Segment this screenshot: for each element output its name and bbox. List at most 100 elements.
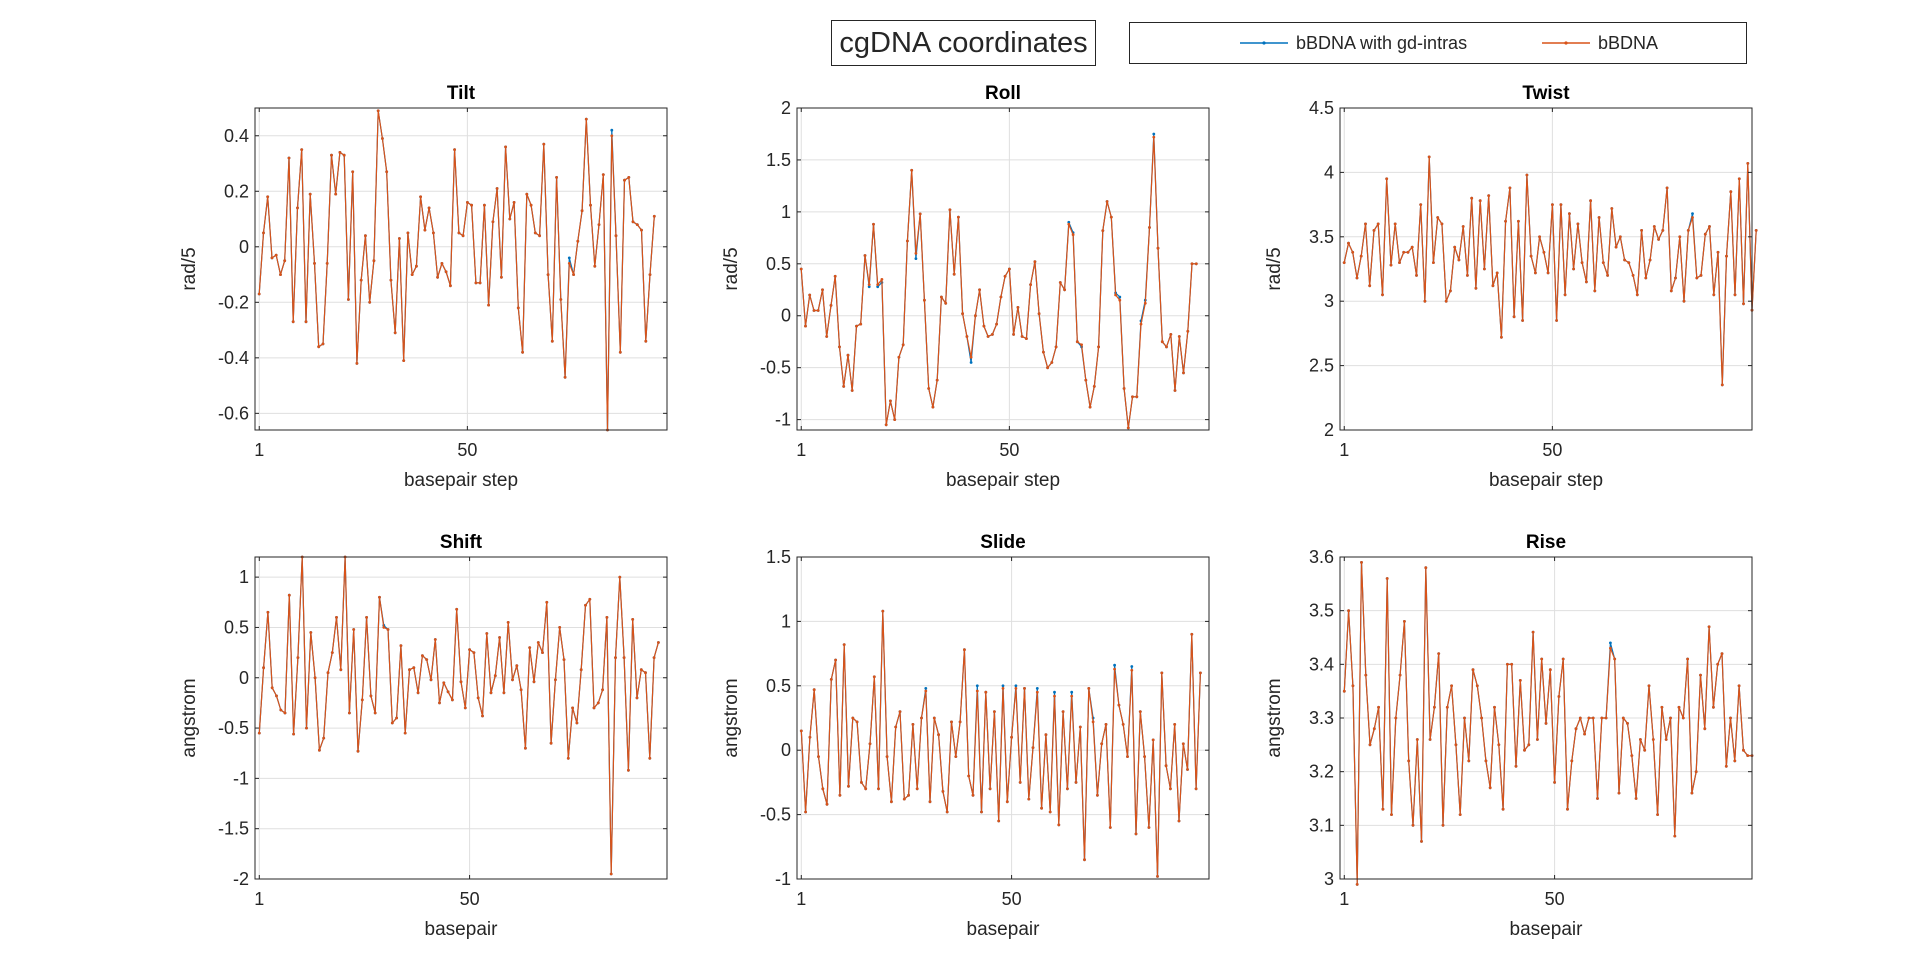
data-point (335, 616, 338, 619)
data-point (1463, 716, 1466, 720)
data-point (1143, 755, 1146, 758)
data-point (1609, 641, 1612, 645)
data-point (644, 671, 647, 675)
data-point (1014, 687, 1018, 690)
y-tick-label: 3.3 (1309, 708, 1334, 728)
data-point (421, 654, 424, 657)
data-point (1406, 250, 1410, 254)
data-point (1355, 276, 1359, 280)
legend-item-gd-intras[interactable]: bBDNA with gd-intras (1240, 23, 1467, 63)
data-point (1557, 695, 1561, 698)
data-point (829, 304, 833, 307)
data-point (459, 680, 463, 684)
data-point (834, 658, 837, 662)
x-tick-label: 50 (1002, 889, 1022, 909)
y-tick-label: 1 (781, 611, 791, 631)
data-point (1014, 684, 1018, 688)
data-point (838, 345, 841, 349)
data-point (1544, 722, 1548, 725)
data-point (1546, 271, 1550, 275)
data-point (1669, 289, 1673, 293)
data-point (1471, 668, 1475, 672)
x-axis-label: basepair step (1489, 470, 1603, 491)
y-tick-label: -0.5 (760, 358, 791, 378)
data-point (410, 273, 414, 276)
data-point (493, 674, 497, 678)
y-axis-label: angstrom (721, 678, 742, 757)
data-point (982, 324, 986, 328)
data-point (338, 151, 342, 154)
legend[interactable]: bBDNA with gd-intras bBDNA (1129, 22, 1747, 64)
x-tick-label: 1 (254, 440, 264, 460)
plot-area (797, 108, 1209, 430)
data-point (1070, 694, 1074, 698)
data-point (988, 787, 992, 791)
data-point (635, 696, 639, 700)
data-point (804, 810, 807, 814)
data-point (427, 206, 431, 210)
data-point (389, 278, 393, 282)
data-point (515, 664, 519, 668)
data-point (381, 137, 384, 140)
data-point (1669, 716, 1672, 720)
data-point (425, 658, 429, 661)
y-tick-label: -0.6 (218, 403, 249, 423)
data-point (931, 405, 935, 409)
plot-area (797, 557, 1209, 879)
data-point (1411, 823, 1415, 827)
data-point (1500, 335, 1503, 339)
data-point (1450, 684, 1453, 688)
data-point (504, 145, 507, 149)
figure-title: cgDNA coordinates (831, 20, 1096, 66)
data-point (1657, 238, 1660, 241)
data-point (451, 698, 454, 702)
data-point (1454, 743, 1458, 747)
data-point (579, 668, 583, 672)
data-point (455, 607, 459, 611)
data-point (296, 206, 299, 210)
legend-item-bbdna[interactable]: bBDNA (1542, 23, 1658, 63)
data-point (1372, 727, 1376, 731)
data-point (1601, 261, 1605, 264)
data-point (1377, 705, 1380, 709)
data-point (850, 389, 854, 392)
data-point (1568, 212, 1571, 216)
data-point (1518, 679, 1522, 682)
data-point (330, 153, 333, 157)
data-point (270, 256, 274, 260)
data-point (1194, 787, 1198, 791)
data-point (1360, 561, 1363, 564)
data-point (1682, 299, 1686, 303)
data-point (1703, 232, 1707, 236)
data-point (1538, 235, 1541, 239)
data-point (461, 234, 465, 238)
data-point (1504, 219, 1507, 223)
x-tick-label: 1 (1339, 889, 1349, 909)
data-point (1035, 690, 1039, 694)
data-point (550, 339, 554, 343)
data-point (1474, 286, 1478, 290)
data-point (610, 134, 614, 138)
data-point (592, 706, 596, 710)
data-point (1436, 216, 1440, 219)
chart-roll: 1 50 -1 -0.5 0 0.5 1 1.5 2 Roll basepair step rad/5 (721, 83, 1210, 491)
data-point (914, 257, 918, 260)
data-point (446, 690, 450, 694)
chart-slide: 1 50 -1 -0.5 0 0.5 1 1.5 Slide basepair angstrom (721, 532, 1210, 940)
y-tick-label: 4 (1324, 162, 1334, 182)
legend-label: bBDNA with gd-intras (1296, 32, 1468, 53)
data-point (812, 688, 816, 692)
data-point (1088, 405, 1092, 409)
data-point (373, 711, 377, 715)
y-axis-label: rad/5 (1264, 247, 1285, 290)
data-point (1199, 671, 1202, 675)
data-point (851, 716, 855, 720)
data-point (444, 270, 448, 274)
y-tick-label: 0.2 (224, 181, 249, 201)
data-point (1566, 807, 1569, 811)
data-point (614, 234, 618, 238)
data-point (1591, 716, 1595, 720)
data-point (980, 810, 983, 814)
data-point (478, 281, 482, 285)
